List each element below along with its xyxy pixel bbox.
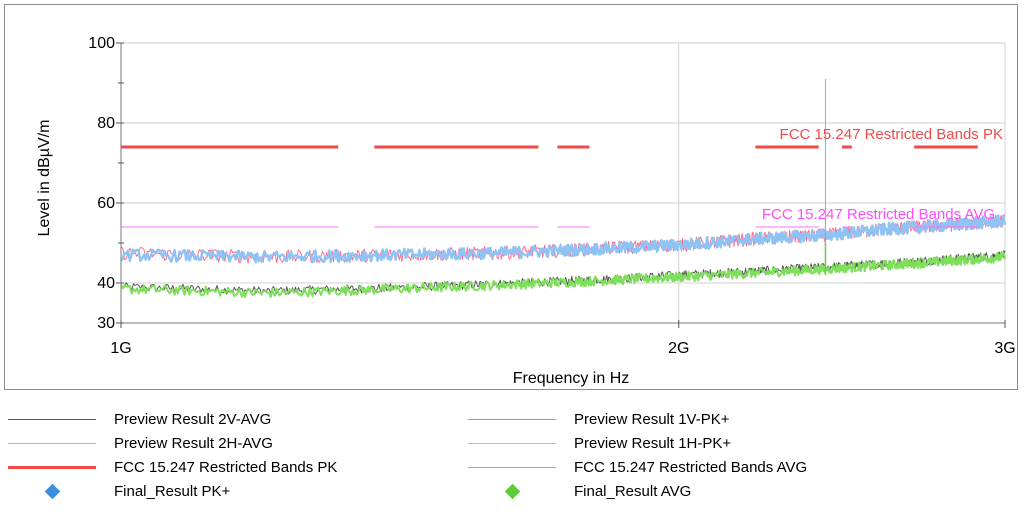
legend-label: Preview Result 2V-AVG — [114, 410, 272, 428]
legend-item: Preview Result 1H-PK+ — [466, 432, 731, 454]
legend-line-swatch — [6, 432, 98, 454]
legend-item: Preview Result 2V-AVG — [6, 408, 271, 430]
legend-item: Preview Result 1V-PK+ — [466, 408, 730, 430]
legend-item: Preview Result 2H-AVG — [6, 432, 273, 454]
legend-label: Preview Result 1V-PK+ — [574, 410, 730, 428]
y-tick-label: 100 — [88, 35, 115, 52]
legend-label: FCC 15.247 Restricted Bands PK — [114, 458, 338, 476]
legend-line-swatch — [466, 408, 558, 430]
legend-label: Final_Result PK+ — [114, 482, 231, 500]
series-layer: FCC 15.247 Restricted Bands PK FCC 15.247… — [120, 79, 1007, 299]
legend-item: FCC 15.247 Restricted Bands PK — [6, 456, 337, 478]
y-tick-label: 40 — [97, 275, 115, 292]
legend-line-swatch — [6, 456, 98, 478]
legend-item: Final_Result AVG — [466, 480, 691, 502]
chart-plot: FCC 15.247 Restricted Bands PK FCC 15.247… — [36, 35, 1016, 387]
legend-line-swatch — [466, 432, 558, 454]
legend-label: Preview Result 2H-AVG — [114, 434, 273, 452]
annotation-pk-label: FCC 15.247 Restricted Bands PK — [780, 126, 1003, 143]
x-tick-label: 1G — [110, 340, 131, 357]
annotation-avg-label: FCC 15.247 Restricted Bands AVG — [762, 206, 995, 223]
axis-layer: 30 40 60 80 100 1G 2G 3G — [88, 35, 1015, 357]
legend: Preview Result 2V-AVG Preview Result 1V-P… — [0, 400, 1033, 512]
series-1h-pk-line — [120, 214, 1007, 264]
y-tick-label: 30 — [97, 315, 115, 332]
legend-line-swatch — [6, 408, 98, 430]
series-2h-avg-line — [120, 251, 1006, 299]
x-axis-title: Frequency in Hz — [513, 370, 630, 387]
chart-frame: FCC 15.247 Restricted Bands PK FCC 15.247… — [4, 4, 1018, 390]
y-tick-label: 80 — [97, 115, 115, 132]
legend-label: FCC 15.247 Restricted Bands AVG — [574, 458, 808, 476]
x-tick-label: 3G — [994, 340, 1015, 357]
legend-diamond-icon — [466, 480, 558, 502]
y-tick-label: 60 — [97, 195, 115, 212]
legend-item: Final_Result PK+ — [6, 480, 230, 502]
y-axis-title: Level in dBµV/m — [36, 120, 53, 237]
legend-diamond-icon — [6, 480, 98, 502]
legend-item: FCC 15.247 Restricted Bands AVG — [466, 456, 807, 478]
legend-label: Final_Result AVG — [574, 482, 692, 500]
legend-label: Preview Result 1H-PK+ — [574, 434, 732, 452]
x-tick-label: 2G — [668, 340, 689, 357]
legend-line-swatch — [466, 456, 558, 478]
